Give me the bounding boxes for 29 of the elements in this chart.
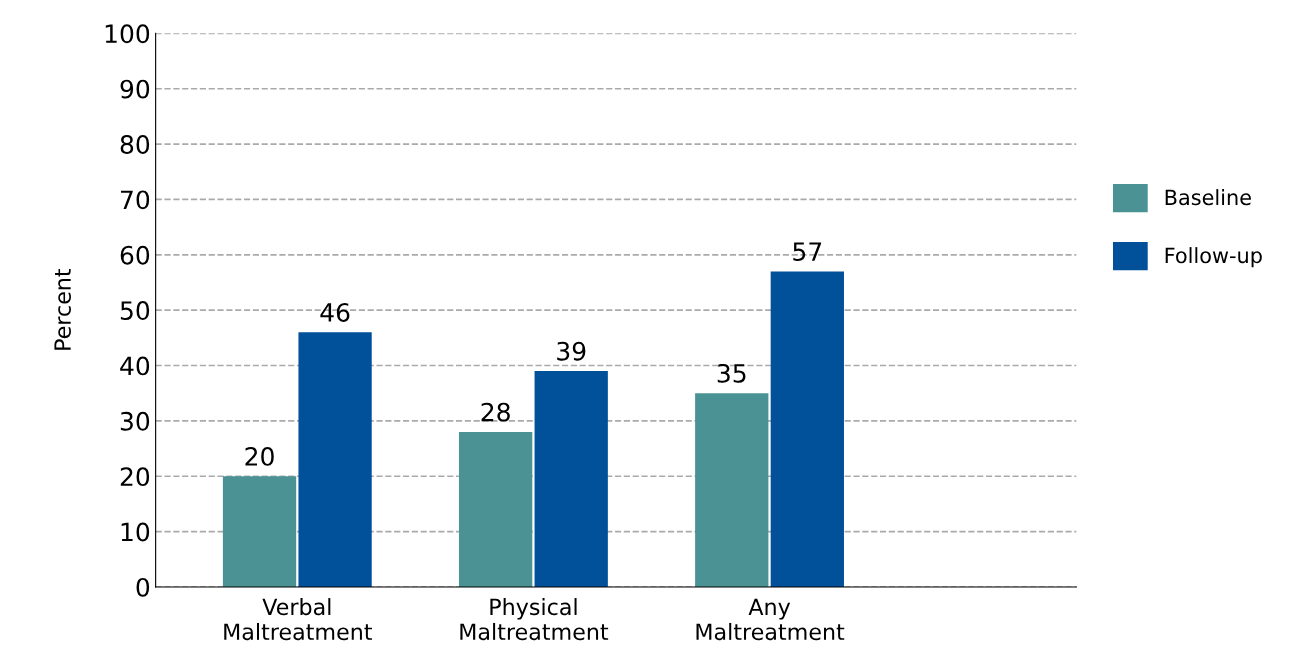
x-tick-label: Any Maltreatment (696, 598, 845, 641)
y-tick-label: 40 (120, 356, 150, 376)
y-tick-label: 20 (120, 467, 150, 487)
bar (222, 476, 297, 587)
bar (298, 332, 372, 587)
data-label: 35 (717, 363, 746, 383)
x-tick-label: Verbal Maltreatment (224, 598, 372, 641)
y-tick-label: 80 (120, 135, 150, 154)
bar (695, 393, 769, 587)
y-tick-label: 0 (136, 577, 150, 597)
bar (770, 271, 844, 587)
y-tick-label: 100 (105, 24, 150, 44)
legend-label: Baseline (1165, 189, 1251, 206)
y-tick-label: 10 (121, 522, 150, 542)
bar (534, 371, 608, 587)
y-tick-label: 70 (121, 190, 150, 210)
bar (459, 431, 533, 587)
y-axis-title: Percent (54, 268, 71, 350)
data-label: 39 (557, 341, 586, 361)
legend-label: Follow-up (1165, 247, 1262, 268)
data-label: 46 (320, 302, 350, 322)
y-tick-label: 90 (120, 79, 150, 99)
y-tick-label: 30 (120, 411, 150, 431)
data-label: 57 (793, 242, 822, 261)
y-tick-label: 60 (120, 245, 150, 265)
data-label: 20 (245, 446, 274, 466)
x-tick-label: Physical Maltreatment (460, 598, 609, 641)
y-tick-label: 50 (120, 301, 150, 321)
data-label: 28 (481, 402, 510, 422)
